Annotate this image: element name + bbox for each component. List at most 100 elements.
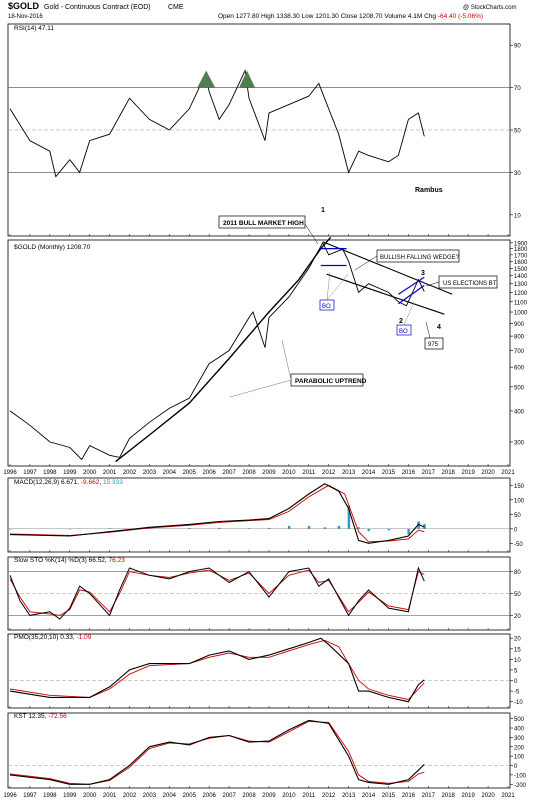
rsi-panel-tick-label: 10 (514, 213, 521, 219)
rsi-panel-frame (7, 23, 511, 237)
sto-panel: 20 50 80 (7, 556, 521, 631)
year-tick-label: 2003 (143, 793, 157, 799)
year-tick-label: 2010 (282, 793, 296, 799)
symbol-label: $GOLD (8, 1, 40, 11)
pmo-panel-tick-label: 0 (514, 679, 518, 685)
year-tick-label: 2016 (402, 793, 416, 799)
pmo-panel-tick-label: -5 (514, 690, 520, 696)
pmo-panel-tick-label: -10 (514, 700, 523, 706)
kst-panel: -200 -100 0 100 200 300 400 500 (7, 712, 527, 789)
pmo-panel-tick-label: 10 (514, 658, 521, 664)
wave-1-label: 1 (321, 207, 325, 214)
ohlc-row: Open 1277.80 High 1338.30 Low 1201.30 Cl… (218, 13, 483, 20)
kst-panel-tick-label: -200 (514, 783, 527, 789)
macd-histogram-bar (148, 528, 151, 529)
year-tick-label: 2005 (183, 470, 197, 476)
year-tick-label: 2019 (461, 470, 475, 476)
parabolic-uptrend-curve (115, 236, 332, 463)
year-tick-label: 2016 (402, 470, 416, 476)
price-panel-tick-label: 1200 (514, 291, 528, 297)
price-panel: 300 400 500 600 700 800 900 1000 1100 1200 1300 140… (7, 236, 528, 467)
instrument-name: Gold - Continuous Contract (EOD) (44, 4, 151, 11)
year-tick-label: 2009 (262, 793, 276, 799)
macd-histogram-bar (357, 527, 361, 529)
kst-panel-tick-label: 500 (514, 717, 525, 723)
kst-signal-line (9, 720, 425, 785)
year-tick-label: 2009 (262, 470, 276, 476)
macd-histogram-bar (307, 525, 311, 529)
rsi-panel-tick-label: 90 (514, 44, 521, 50)
price-panel-tick-label: 300 (514, 440, 525, 446)
price-series-line (9, 241, 425, 461)
year-tick-label: 2011 (302, 470, 316, 476)
year-tick-label: 2021 (501, 793, 515, 799)
sto-label: Slow STO %K(14) %D(3) 66.52, 76.23 (14, 557, 125, 564)
price-panel-tick-label: 900 (514, 322, 525, 328)
macd-histogram-bar (248, 528, 251, 529)
bo-pointer-1b (326, 273, 349, 301)
macd-histogram-bar (188, 527, 191, 529)
macd-histogram-bar (423, 524, 426, 529)
price-panel-tick-label: 1100 (514, 300, 528, 306)
year-tick-label: 2004 (163, 470, 177, 476)
pmo-panel-tick-label: 5 (514, 668, 518, 674)
macd-histogram-bar (347, 505, 351, 529)
macd-panel: -50 0 50 100 150 (7, 477, 525, 553)
macd-histogram-bar (407, 528, 410, 535)
year-tick-label: 2007 (222, 793, 236, 799)
year-tick-label: 2010 (282, 470, 296, 476)
year-tick-label: 2017 (422, 793, 436, 799)
price-panel-tick-label: 800 (514, 335, 525, 341)
year-tick-label: 2008 (242, 470, 256, 476)
year-tick-label: 2020 (481, 793, 495, 799)
year-tick-label: 2018 (442, 470, 456, 476)
date-label: 18-Nov-2016 (8, 14, 43, 20)
price-panel-tick-label: 1800 (514, 247, 528, 253)
rsi-label: RSI(14) 47.11 (14, 25, 54, 32)
bo-text-1: BO (322, 304, 331, 310)
rambus-watermark: Rambus (415, 187, 443, 194)
panel-labels: RSI(14) 47.11 Rambus $GOLD (Monthly) 120… (14, 25, 443, 720)
macd-histogram-bar (387, 528, 390, 531)
price-panel-tick-label: 1700 (514, 253, 528, 259)
year-tick-label: 1999 (63, 793, 77, 799)
rsi-panel: 10 30 50 70 90 (7, 23, 521, 237)
macd-histogram-bar (9, 528, 12, 530)
year-tick-label: 2015 (382, 793, 396, 799)
macd-panel-tick-label: 150 (514, 484, 525, 490)
kst-panel-tick-label: 100 (514, 755, 525, 761)
uptrend-pointer-1 (281, 339, 292, 381)
year-tick-label: 1998 (43, 470, 57, 476)
year-tick-label: 1997 (23, 793, 37, 799)
year-tick-label: 2008 (242, 793, 256, 799)
price-panel-tick-label: 1000 (514, 311, 528, 317)
sto-panel-tick-label: 20 (514, 614, 521, 620)
year-tick-label: 2002 (123, 793, 137, 799)
975-box (424, 337, 444, 350)
macd-histogram-bar (323, 527, 327, 529)
price-panel-tick-label: 1300 (514, 282, 528, 288)
wedge-pointer (354, 255, 378, 271)
year-tick-label: 2001 (103, 470, 117, 476)
price-panel-tick-label: 600 (514, 366, 525, 372)
year-tick-label: 2017 (422, 470, 436, 476)
year-tick-label: 2021 (501, 470, 515, 476)
copyright-label: @ StockCharts.com (463, 5, 516, 11)
macd-histogram-bar (337, 525, 341, 529)
price-panel-tick-label: 1900 (514, 241, 528, 247)
bull-high-pointer (304, 223, 319, 245)
year-tick-label: 2019 (461, 793, 475, 799)
blue-channel-lower (398, 284, 425, 305)
bo-pointer-1a (326, 271, 331, 301)
pmo-signal-line (9, 639, 425, 700)
year-tick-label: 2013 (342, 793, 356, 799)
price-x-axis: 1996 1997 1998 1999 2000 2001 2002 2003 2004 2005… (3, 470, 515, 476)
wave-4-label: 4 (437, 324, 441, 331)
wave-2-label: 2 (399, 318, 403, 325)
year-tick-label: 2011 (302, 793, 316, 799)
macd-line (9, 483, 425, 544)
blue-channel-upper (398, 276, 425, 295)
sto-panel-tick-label: 80 (514, 570, 521, 576)
year-tick-label: 2006 (203, 793, 217, 799)
price-panel-tick-label: 1400 (514, 274, 528, 280)
